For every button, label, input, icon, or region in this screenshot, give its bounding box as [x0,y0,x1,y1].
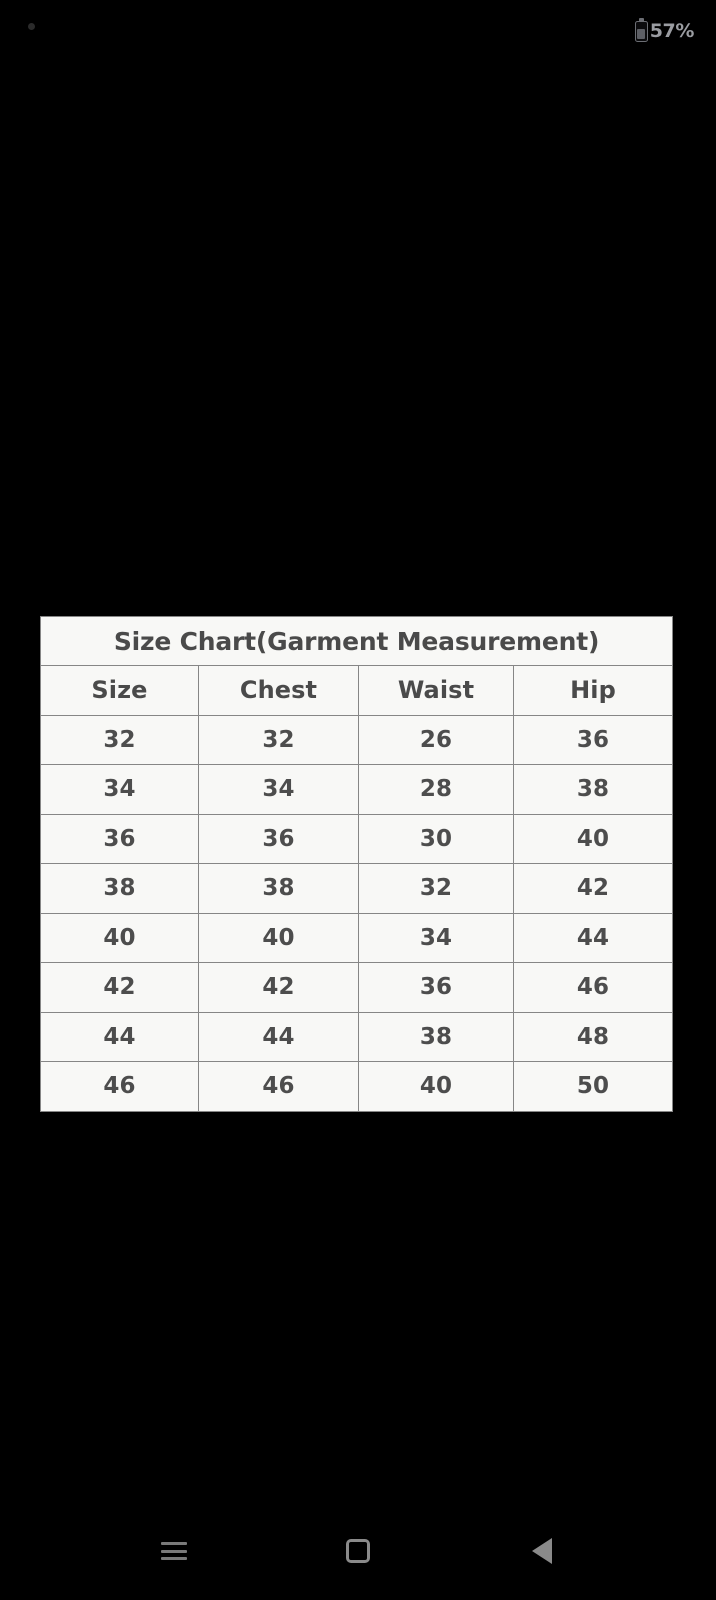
recents-button[interactable] [146,1523,202,1579]
cell-size: 40 [40,912,199,963]
status-bar: 57% [0,0,716,66]
table-row: 34 34 28 38 [40,764,674,815]
size-chart-body: Size Chart(Garment Measurement) Size Che… [39,616,674,1112]
cell-chest: 40 [198,912,359,963]
cell-chest: 34 [198,764,359,815]
size-chart-table: Size Chart(Garment Measurement) Size Che… [39,616,674,1112]
status-bar-right: 57% [634,17,695,42]
cell-chest: 38 [198,863,359,914]
cell-size: 34 [40,764,199,815]
notification-dot-icon [28,22,35,30]
table-row: 40 40 34 44 [40,912,674,963]
cell-hip: 46 [512,962,674,1013]
cell-size: 42 [40,962,199,1013]
cell-hip: 44 [512,912,674,963]
table-row: 36 36 30 40 [40,813,674,864]
table-row: 44 44 38 48 [40,1011,674,1062]
cell-waist: 36 [358,962,514,1013]
cell-chest: 32 [198,714,359,765]
column-header-chest: Chest [198,665,359,716]
size-chart-title: Size Chart(Garment Measurement) [39,616,674,666]
cell-hip: 38 [512,764,674,815]
home-button[interactable] [330,1523,386,1579]
cell-waist: 28 [358,764,514,815]
cell-waist: 34 [358,912,514,963]
cell-size: 46 [40,1061,199,1112]
battery-percent-label: 57% [649,19,695,42]
cell-hip: 36 [512,714,674,765]
hamburger-menu-icon[interactable] [161,1542,187,1560]
cell-size: 32 [40,714,199,765]
table-row: 32 32 26 36 [40,714,674,765]
cell-chest: 36 [198,813,359,864]
cell-waist: 30 [358,813,514,864]
battery-icon [634,17,648,42]
table-row: 38 38 32 42 [40,863,674,914]
triangle-back-icon[interactable] [532,1538,552,1564]
cell-waist: 26 [358,714,514,765]
cell-chest: 44 [198,1011,359,1062]
cell-size: 36 [40,813,199,864]
column-header-size: Size [40,665,199,716]
cell-size: 44 [40,1011,199,1062]
cell-size: 38 [40,863,199,914]
table-row: 42 42 36 46 [40,962,674,1013]
size-chart-title-row: Size Chart(Garment Measurement) [39,616,674,666]
back-button[interactable] [514,1523,570,1579]
cell-waist: 38 [358,1011,514,1062]
cell-hip: 50 [512,1061,674,1112]
column-header-hip: Hip [512,665,674,716]
cell-hip: 40 [512,813,674,864]
android-navigation-bar [0,1502,716,1600]
size-chart-header-row: Size Chest Waist Hip [40,665,674,716]
size-chart-container: Size Chart(Garment Measurement) Size Che… [39,616,674,1112]
cell-hip: 42 [512,863,674,914]
cell-waist: 32 [358,863,514,914]
cell-hip: 48 [512,1011,674,1062]
column-header-waist: Waist [358,665,514,716]
cell-chest: 46 [198,1061,359,1112]
square-home-icon[interactable] [346,1539,370,1563]
cell-chest: 42 [198,962,359,1013]
table-row: 46 46 40 50 [40,1061,674,1112]
cell-waist: 40 [358,1061,514,1112]
